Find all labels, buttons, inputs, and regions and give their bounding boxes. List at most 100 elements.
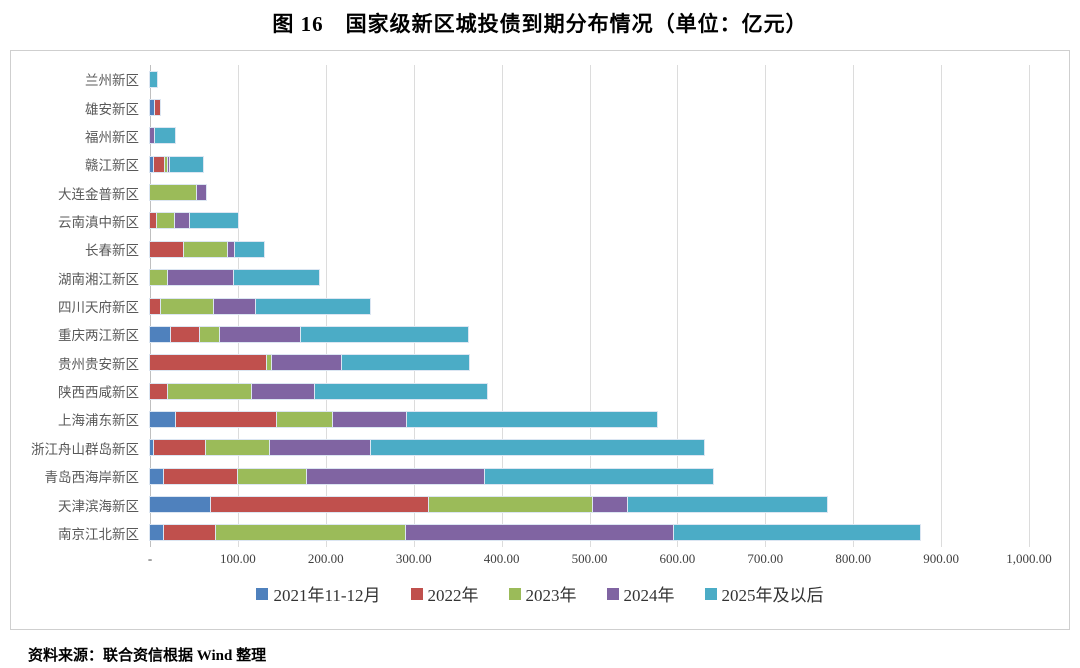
x-tick-label: 900.00 xyxy=(923,551,959,566)
legend-label: 2021年11-12月 xyxy=(273,586,381,605)
x-axis: - 100.00 200.00 300.00 400.00 500.00 600.00 700… xyxy=(147,551,1052,569)
bar-segment xyxy=(148,127,157,145)
legend-swatch xyxy=(508,587,521,600)
bar-segment xyxy=(149,155,155,173)
x-tick-label: 1,000.00 xyxy=(1006,551,1052,566)
category-label: 青岛西海岸新区 xyxy=(44,470,140,486)
x-tick-label: 200.00 xyxy=(307,551,344,566)
bar-segment xyxy=(156,212,177,230)
bar-segment xyxy=(314,382,488,400)
gridline xyxy=(413,65,415,547)
bar-segment xyxy=(175,410,279,428)
bar-segment xyxy=(672,524,921,542)
bar-segment xyxy=(160,297,216,315)
gridline xyxy=(941,65,943,547)
bar-track xyxy=(148,240,1029,258)
bar-segment xyxy=(148,297,163,315)
bar-segment xyxy=(166,269,235,287)
gridline xyxy=(765,65,767,547)
category-label: 上海浦东新区 xyxy=(58,413,139,429)
gridline xyxy=(677,65,679,547)
bar-segment xyxy=(148,240,186,258)
bar-segment xyxy=(209,496,430,514)
bar-segment xyxy=(227,240,237,258)
chart-row: 上海浦东新区 xyxy=(11,405,1029,433)
bar-track xyxy=(149,269,1029,287)
bar-track xyxy=(149,155,1029,173)
bar-segment xyxy=(183,240,230,258)
bar-track xyxy=(148,184,1029,202)
bar-track xyxy=(149,496,1029,514)
plot-area: 兰州新区 雄安新区 福州新区 赣江新区 大连金普新区 云南滇中新区 长春新区 湖南湘江新区 四川… xyxy=(11,65,1069,547)
bar-segment xyxy=(154,127,177,145)
bar-segment xyxy=(236,467,309,485)
x-tick-label: 500.00 xyxy=(571,551,608,566)
chart-frame: 兰州新区 雄安新区 福州新区 赣江新区 大连金普新区 云南滇中新区 长春新区 湖南湘江新区 四川… xyxy=(10,50,1070,630)
category-label: 赣江新区 xyxy=(85,158,139,174)
x-tick-label: - xyxy=(147,551,153,566)
bar-segment xyxy=(232,269,320,287)
category-label: 雄安新区 xyxy=(85,101,139,117)
bar-segment xyxy=(427,496,594,514)
category-label: 陕西西咸新区 xyxy=(58,385,139,401)
bar-segment xyxy=(166,155,172,173)
gridline xyxy=(501,65,503,547)
bar-segment xyxy=(483,467,715,485)
x-tick-label: 600.00 xyxy=(659,551,696,566)
chart-legend: 2021年11-12月 2022年 2023年 2024年 2025年及以后 xyxy=(11,581,1069,606)
bar-rows: 兰州新区 雄安新区 福州新区 赣江新区 大连金普新区 云南滇中新区 长春新区 湖南湘江新区 四川… xyxy=(11,65,1029,547)
legend-item: 2021年11-12月 xyxy=(256,581,381,606)
bar-segment xyxy=(306,467,486,485)
chart-row: 赣江新区 xyxy=(11,150,1029,178)
category-label: 兰州新区 xyxy=(85,73,139,89)
chart-row: 雄安新区 xyxy=(11,93,1029,121)
bar-segment xyxy=(148,410,178,428)
chart-row: 贵州贵安新区 xyxy=(11,349,1029,377)
legend-item: 2023年 xyxy=(508,581,577,606)
bar-segment xyxy=(591,496,630,514)
legend-swatch xyxy=(410,587,423,600)
bar-segment xyxy=(148,184,199,202)
bar-segment xyxy=(163,467,239,485)
bar-segment xyxy=(188,212,239,230)
legend-label: 2024年 xyxy=(623,586,675,605)
bar-segment xyxy=(148,439,156,457)
bar-segment xyxy=(331,410,408,428)
bar-segment xyxy=(255,297,371,315)
bar-track xyxy=(148,524,1029,542)
legend-swatch xyxy=(704,587,717,600)
bar-segment xyxy=(269,439,373,457)
x-tick-label: 100.00 xyxy=(220,551,256,566)
legend-item: 2025年及以后 xyxy=(704,581,824,606)
category-label: 天津滨海新区 xyxy=(58,498,139,514)
bar-segment xyxy=(174,212,191,230)
bar-segment xyxy=(404,524,675,542)
bar-segment xyxy=(148,325,173,343)
x-tick-label: 700.00 xyxy=(747,551,784,566)
legend-item: 2022年 xyxy=(410,581,479,606)
bar-segment xyxy=(153,439,208,457)
category-label: 贵州贵安新区 xyxy=(58,356,139,372)
category-label: 大连金普新区 xyxy=(58,186,139,202)
gridline xyxy=(589,65,591,547)
bar-segment xyxy=(170,325,202,343)
bar-segment xyxy=(300,325,470,343)
bar-segment xyxy=(166,382,253,400)
bar-segment xyxy=(370,439,705,457)
chart-row: 南京江北新区 xyxy=(11,519,1029,547)
bar-segment xyxy=(148,524,166,542)
bar-segment xyxy=(152,155,166,173)
bar-segment xyxy=(234,240,266,258)
chart-row: 湖南湘江新区 xyxy=(11,264,1029,292)
category-label: 四川天府新区 xyxy=(58,300,139,316)
bar-track xyxy=(148,410,1029,428)
bar-track xyxy=(148,325,1029,343)
bar-track xyxy=(149,382,1029,400)
category-label: 云南滇中新区 xyxy=(58,214,139,230)
bar-track xyxy=(149,354,1029,372)
x-tick-label: 800.00 xyxy=(835,551,872,566)
legend-label: 2023年 xyxy=(525,586,577,605)
chart-row: 四川天府新区 xyxy=(11,292,1029,320)
category-label: 湖南湘江新区 xyxy=(58,271,139,287)
bar-segment xyxy=(169,155,204,173)
